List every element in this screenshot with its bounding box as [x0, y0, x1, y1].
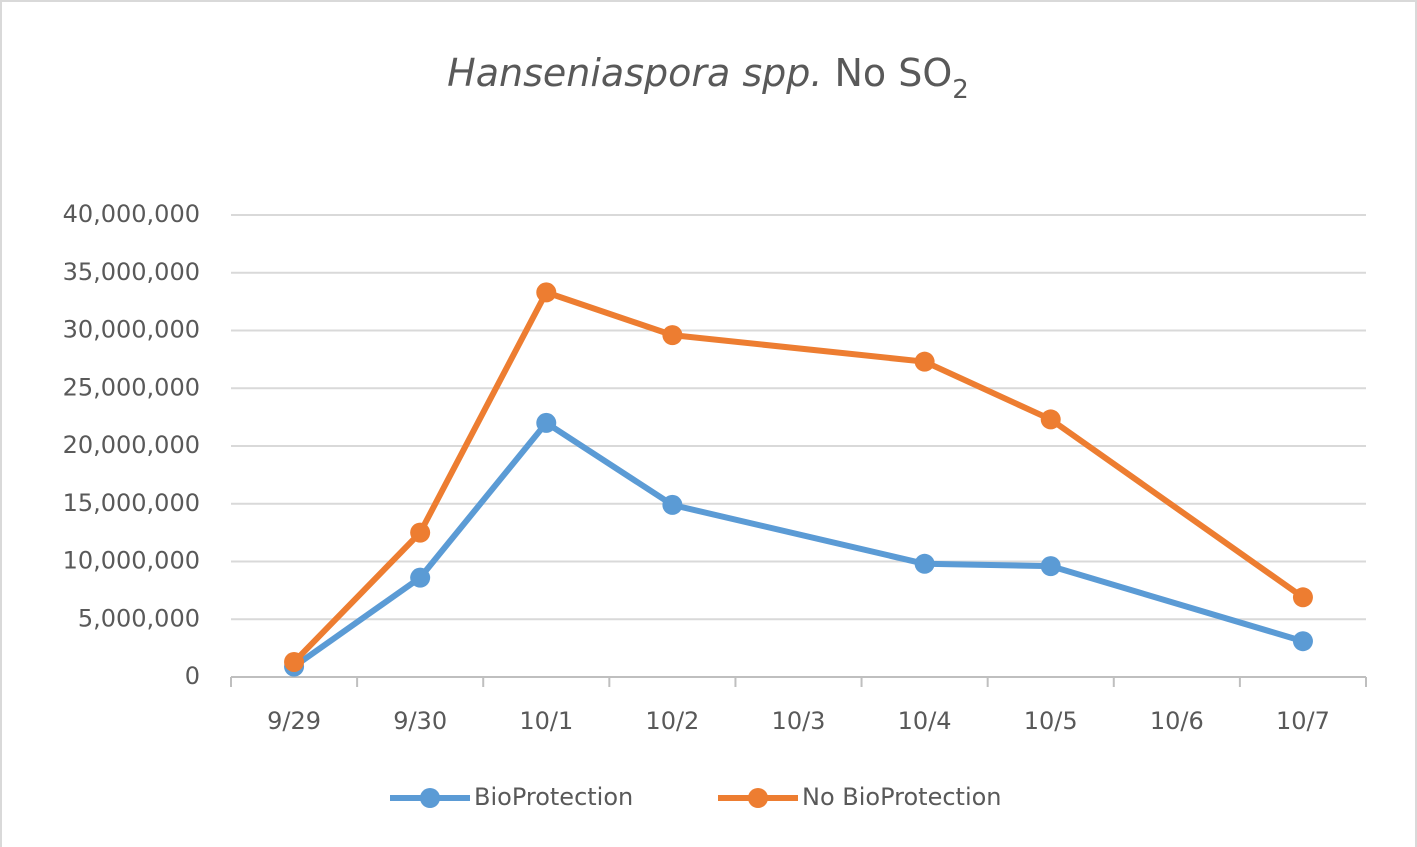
- title-part: Hanseniaspora spp.: [447, 51, 822, 95]
- line-segment: [543, 289, 676, 339]
- x-tick-label: 10/1: [519, 707, 573, 735]
- marker: [284, 651, 305, 672]
- marker: [536, 282, 557, 303]
- legend-label: BioProtection: [474, 783, 633, 811]
- line-segment: [291, 529, 424, 665]
- marker: [662, 325, 683, 346]
- line-segment: [921, 560, 1054, 570]
- chart-title: Hanseniaspora spp. No SO2: [447, 51, 969, 105]
- x-tick-label: 10/2: [645, 707, 699, 735]
- x-tick-label: 10/7: [1276, 707, 1330, 735]
- line-segment: [417, 289, 550, 536]
- title-part: 2: [952, 75, 969, 105]
- y-tick-label: 5,000,000: [78, 604, 200, 632]
- x-tick-label: 10/5: [1024, 707, 1078, 735]
- x-tick-label: 10/4: [898, 707, 952, 735]
- line-segment: [669, 501, 928, 567]
- line-segment: [417, 419, 550, 581]
- y-tick-label: 15,000,000: [63, 489, 200, 517]
- marker: [536, 412, 557, 433]
- line-segment: [1047, 416, 1306, 601]
- marker: [410, 522, 431, 543]
- marker: [1040, 409, 1061, 430]
- y-tick-label: 0: [185, 662, 200, 690]
- marker: [662, 494, 683, 515]
- y-tick-label: 10,000,000: [63, 547, 200, 575]
- line-segment: [921, 358, 1054, 423]
- legend-label: No BioProtection: [802, 783, 1002, 811]
- marker: [914, 553, 935, 574]
- y-tick-label: 35,000,000: [63, 258, 200, 286]
- marker: [1292, 587, 1313, 608]
- line-segment: [291, 574, 424, 670]
- line-segment: [669, 332, 928, 365]
- x-tick-label: 10/6: [1150, 707, 1204, 735]
- marker: [914, 351, 935, 372]
- x-tick-label: 10/3: [772, 707, 826, 735]
- x-tick-label: 9/30: [393, 707, 447, 735]
- x-tick-label: 9/29: [267, 707, 321, 735]
- y-tick-label: 25,000,000: [63, 373, 200, 401]
- marker: [1292, 631, 1313, 652]
- y-tick-label: 30,000,000: [63, 316, 200, 344]
- marker: [410, 567, 431, 588]
- legend-marker: [748, 788, 768, 808]
- line-segment: [1047, 563, 1306, 645]
- line-segment: [543, 419, 676, 508]
- marker: [1040, 556, 1061, 577]
- legend-marker: [420, 788, 440, 808]
- y-tick-label: 20,000,000: [63, 431, 200, 459]
- y-tick-label: 40,000,000: [63, 200, 200, 228]
- title-part: No SO: [834, 51, 952, 95]
